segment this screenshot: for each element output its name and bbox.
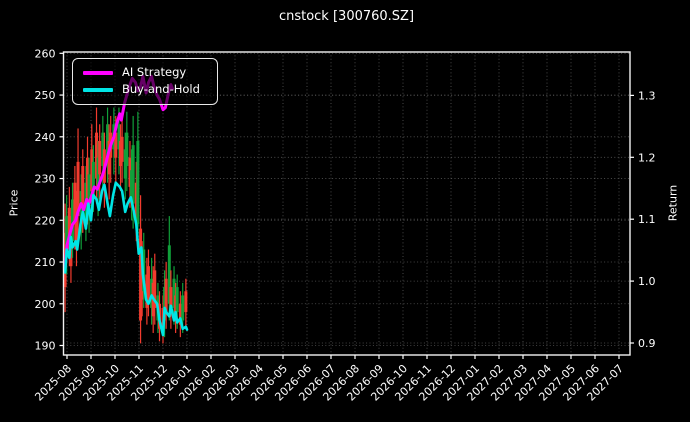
legend: AI Strategy Buy-and-Hold: [72, 58, 218, 105]
y-tick-label-return: 1.3: [638, 89, 656, 102]
plot-border: [62, 51, 631, 356]
ai-strategy-line-swatch: [83, 71, 113, 75]
y-tick-label-price: 200: [35, 298, 56, 311]
buy-and-hold-line-swatch: [83, 88, 113, 92]
y-tick-label-return: 1.0: [638, 275, 656, 288]
y-tick-label-price: 220: [35, 214, 56, 227]
y-tick-label-price: 250: [35, 89, 56, 102]
y-tick-label-return: 1.1: [638, 213, 656, 226]
legend-item-ai-strategy: AI Strategy: [83, 67, 207, 79]
y-tick-label-price: 240: [35, 131, 56, 144]
candlesticks: [63, 107, 188, 344]
y-tick-label-return: 1.2: [638, 151, 656, 164]
y-tick-label-price: 230: [35, 173, 56, 186]
chart-title: cnstock [300760.SZ]: [278, 9, 415, 24]
buy-and-hold-line: [63, 181, 189, 337]
plot-data: [63, 74, 189, 344]
legend-item-buy-and-hold: Buy-and-Hold: [83, 84, 207, 96]
y-tick-label-return: 0.9: [638, 337, 656, 350]
legend-label-buy-and-hold: Buy-and-Hold: [122, 82, 200, 97]
y-tick-label-price: 190: [35, 340, 56, 353]
legend-label-ai-strategy: AI Strategy: [122, 65, 187, 80]
y-tick-label-price: 210: [35, 256, 56, 269]
y-tick-label-price: 260: [35, 47, 56, 60]
